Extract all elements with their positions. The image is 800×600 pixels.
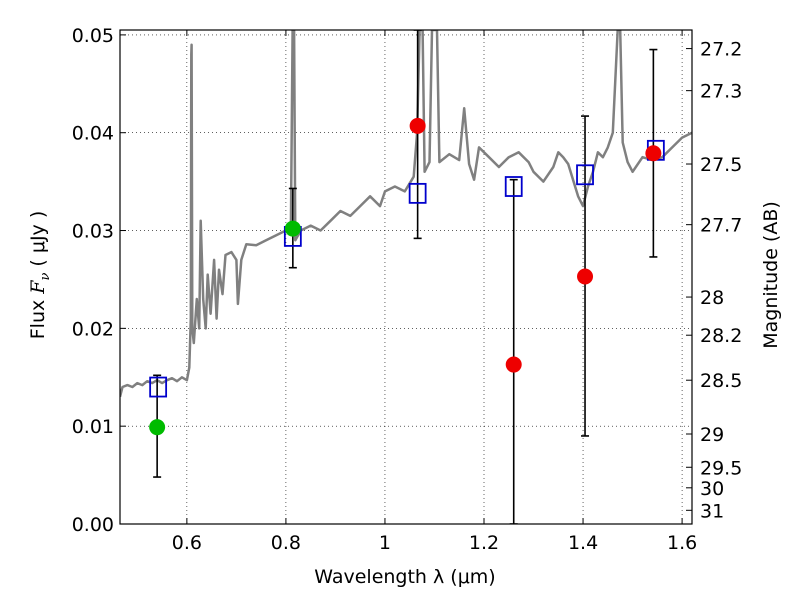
plot-frame (119, 29, 693, 525)
y-tick-label: 0.01 (72, 416, 114, 438)
grid-lines (120, 30, 692, 524)
axes: 0.6 0.8 1 1.2 1.4 1.6 0.00 0.01 0.02 0.03 0.04 0.05… (72, 25, 743, 554)
model-band-square (576, 164, 594, 186)
magnitude-tick-label: 27.7 (700, 215, 742, 237)
magnitude-tick-label: 27.3 (700, 81, 742, 103)
magnitude-tick-label: 29 (700, 424, 724, 446)
x-tick-label: 1.2 (469, 532, 499, 554)
x-tick-label: 1.4 (568, 532, 598, 554)
magnitude-tick-label: 27.2 (700, 39, 742, 61)
x-axis-title: Wavelength λ (μm) (314, 566, 495, 588)
spectrum-line (120, 30, 692, 398)
measurement-point (645, 145, 662, 162)
magnitude-tick-label: 29.5 (700, 457, 742, 479)
detection-point (149, 419, 166, 436)
magnitude-tick-label: 27.5 (700, 154, 742, 176)
magnitude-tick-label: 28.5 (700, 370, 742, 392)
y-axis-title-right: Magnitude (AB) (760, 201, 782, 349)
model-band-square (408, 182, 427, 204)
y-tick-label: 0.00 (72, 514, 114, 536)
measurement-point (409, 117, 426, 134)
model-band-square (149, 376, 168, 398)
measurement-point (577, 268, 594, 285)
x-tick-label: 0.6 (172, 532, 202, 554)
y-tick-label: 0.02 (72, 318, 114, 340)
magnitude-tick-label: 30 (700, 478, 724, 500)
y-tick-label: 0.05 (72, 25, 114, 47)
x-tick-label: 1.6 (667, 532, 697, 554)
x-tick-label: 0.8 (271, 532, 301, 554)
model-band-square (504, 176, 523, 197)
plot-area (120, 30, 692, 524)
magnitude-tick-label: 31 (700, 500, 724, 522)
magnitude-tick-label: 28 (700, 287, 724, 309)
x-tick-label: 1 (379, 532, 391, 554)
magnitude-tick-label: 28.2 (700, 325, 742, 347)
detection-point (284, 220, 301, 237)
measurement-point (505, 356, 522, 373)
y-tick-label: 0.03 (72, 221, 114, 243)
y-tick-label: 0.04 (72, 123, 114, 145)
y-axis-title-left: Flux Fν ( μJy ) (27, 211, 53, 340)
